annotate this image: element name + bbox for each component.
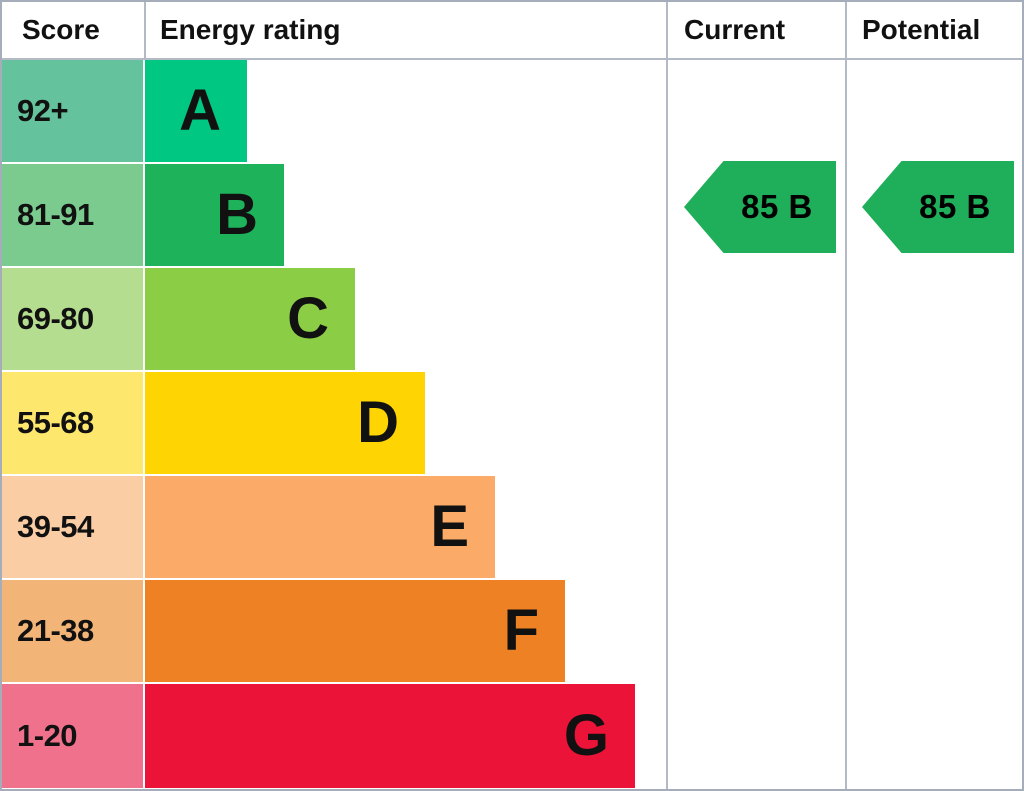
band-row-b: 81-91 B bbox=[2, 164, 1022, 268]
divider-current-column bbox=[666, 2, 668, 789]
score-range-e: 39-54 bbox=[2, 476, 143, 578]
score-range-d: 55-68 bbox=[2, 372, 143, 474]
band-bar-g: G bbox=[145, 684, 635, 788]
band-bar-c: C bbox=[145, 268, 355, 370]
divider-potential-column bbox=[845, 2, 847, 789]
header-potential: Potential bbox=[862, 14, 981, 45]
band-row-g: 1-20 G bbox=[2, 684, 1022, 788]
score-range-f: 21-38 bbox=[2, 580, 143, 682]
score-range-a: 92+ bbox=[2, 60, 143, 162]
band-row-e: 39-54 E bbox=[2, 476, 1022, 580]
divider-score-column bbox=[144, 2, 146, 58]
score-range-b: 81-91 bbox=[2, 164, 143, 266]
band-bar-a: A bbox=[145, 60, 247, 162]
band-row-d: 55-68 D bbox=[2, 372, 1022, 476]
score-range-g: 1-20 bbox=[2, 684, 143, 788]
band-row-c: 69-80 C bbox=[2, 268, 1022, 372]
chart-header-row: Score Energy rating Current Potential bbox=[2, 2, 1022, 60]
header-current: Current bbox=[684, 14, 786, 45]
band-bar-e: E bbox=[145, 476, 495, 578]
score-range-c: 69-80 bbox=[2, 268, 143, 370]
band-bar-f: F bbox=[145, 580, 565, 682]
header-score: Score bbox=[22, 14, 100, 45]
header-energy-rating: Energy rating bbox=[160, 14, 341, 45]
band-bar-b: B bbox=[145, 164, 284, 266]
band-row-a: 92+ A bbox=[2, 60, 1022, 164]
band-bar-d: D bbox=[145, 372, 425, 474]
band-rows: 92+ A 81-91 B 69-80 C 55-68 D 39-54 E 21… bbox=[2, 60, 1022, 788]
band-row-f: 21-38 F bbox=[2, 580, 1022, 684]
